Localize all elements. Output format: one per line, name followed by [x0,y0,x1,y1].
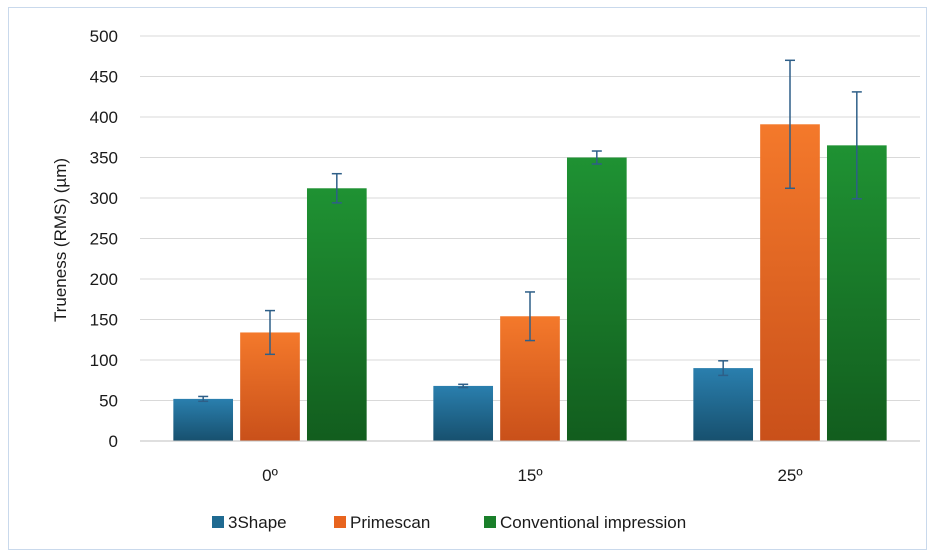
y-tick-label: 200 [90,270,118,289]
x-tick-label: 0º [262,466,278,485]
y-tick-label: 450 [90,68,118,87]
bar-3shape [173,398,234,441]
legend-swatch [484,516,496,528]
error-bars [198,59,862,403]
bars [173,124,887,441]
bar-conventional-impression [566,157,627,441]
y-axis-label: Trueness (RMS) (µm) [51,158,70,322]
y-tick-label: 0 [109,432,118,451]
y-tick-label: 300 [90,189,118,208]
bar-3shape [693,368,754,441]
legend-swatch [334,516,346,528]
legend-swatch [212,516,224,528]
y-tick-label: 400 [90,108,118,127]
y-tick-label: 100 [90,351,118,370]
legend-label: 3Shape [228,513,287,532]
y-tick-label: 250 [90,230,118,249]
x-tick-label: 25º [777,466,802,485]
y-tick-label: 50 [99,392,118,411]
axes: 0 50 100 150 200 250 300 350 400 450 500 0º 15º 25º [90,27,920,485]
y-tick-label: 500 [90,27,118,46]
bar-3shape [433,385,494,441]
y-tick-label: 150 [90,311,118,330]
legend-label: Primescan [350,513,430,532]
x-tick-label: 15º [517,466,542,485]
legend: 3Shape Primescan Conventional impression [212,513,686,532]
y-tick-label: 350 [90,149,118,168]
bar-conventional-impression [306,188,367,441]
legend-label: Conventional impression [500,513,686,532]
